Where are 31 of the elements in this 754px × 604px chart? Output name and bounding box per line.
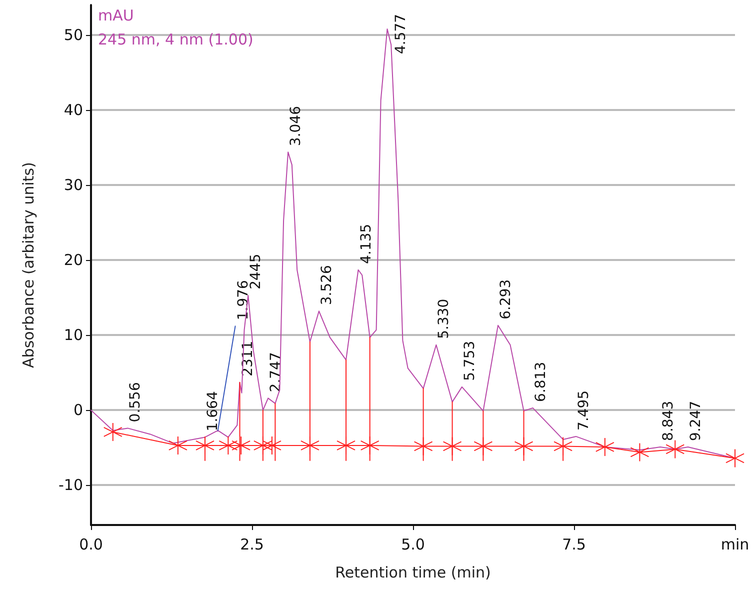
annotation: 7.495 [576, 390, 592, 430]
y-tick-label: 30 [64, 176, 83, 194]
y-tick-label: 40 [64, 101, 83, 120]
annotation: 6.293 [498, 279, 514, 320]
annotation: 4.577 [393, 14, 410, 54]
annotation: 8.843 [660, 400, 676, 441]
annotation: 3.046 [288, 106, 304, 146]
x-tick-label: min [720, 536, 750, 554]
annotation: mAU [98, 6, 134, 24]
x-tick-label: 5.0 [401, 536, 425, 554]
y-axis-title: Absorbance (arbitary units) [20, 162, 38, 368]
y-tick-label: 50 [64, 26, 83, 44]
annotation: 5.330 [436, 298, 452, 339]
annotation: 245 nm, 4 nm (1.00) [98, 30, 254, 48]
x-tick-label: 0.0 [79, 536, 103, 554]
annotation: 5.753 [462, 340, 478, 381]
y-tick-label: 0 [73, 401, 83, 420]
y-tick-label: 20 [64, 251, 83, 270]
annotation: 0.556 [128, 382, 144, 422]
y-tick-label: -10 [58, 476, 83, 494]
annotation: 2445 [248, 254, 264, 290]
annotation: 3.526 [318, 264, 335, 306]
x-tick-label: 7.5 [562, 536, 586, 554]
annotation: 2.747 [268, 352, 284, 392]
annotation: 4.135 [358, 224, 374, 264]
annotation: 1.664 [204, 391, 221, 432]
y-tick-label: 10 [64, 326, 83, 344]
annotation: 6.813 [532, 362, 549, 402]
x-axis-title: Retention time (min) [335, 564, 491, 582]
x-tick-label: 2.5 [240, 536, 264, 554]
annotation: 9.247 [688, 400, 704, 441]
